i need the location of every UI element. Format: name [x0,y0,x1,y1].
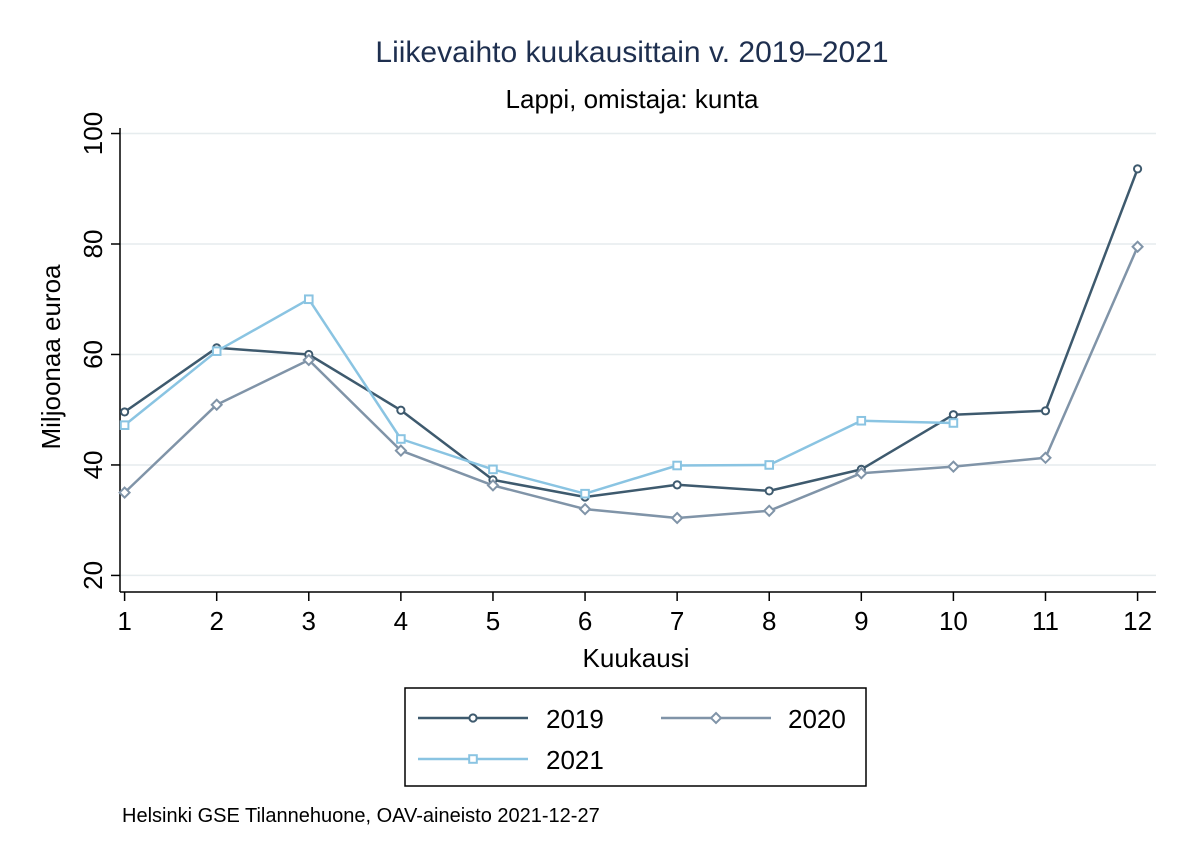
point-2019-8 [764,486,774,496]
point-2021-3 [303,294,314,305]
chart-title: Liikevaihto kuukausittain v. 2019–2021 [375,36,888,69]
point-2020-5 [486,478,500,492]
x-tick-label-10: 10 [939,606,968,636]
x-axis-label: Kuukausi [583,643,690,673]
point-2020-8 [762,504,776,518]
series-2020 [118,240,1144,525]
legend-item-2019: 2019 [418,704,604,734]
point-2019-10 [948,410,959,420]
x-tick-label-2: 2 [209,606,223,636]
series-line-2021 [123,297,954,495]
x-tick-label-12: 12 [1123,606,1152,636]
point-2021-7 [672,460,682,471]
series-2021 [119,294,959,499]
x-tick-label-1: 1 [117,606,131,636]
point-2020-11 [1039,451,1052,465]
point-2021-5 [488,464,498,475]
point-2021-9 [856,415,867,426]
series-line-2019 [123,168,1139,499]
y-tick-label-40: 40 [78,450,108,479]
y-tick-label-60: 60 [78,340,108,369]
point-2021-6 [580,488,590,499]
legend-marker-2019 [468,713,478,723]
y-tick-label-80: 80 [78,230,108,259]
point-2019-1 [120,407,130,417]
point-2021-1 [119,420,130,430]
y-tick-label-20: 20 [78,561,108,590]
point-2019-4 [396,405,406,415]
point-2021-8 [764,460,775,470]
legend-label-2019: 2019 [546,704,604,734]
source-note: Helsinki GSE Tilannehuone, OAV-aineisto … [122,805,600,827]
point-2020-12 [1131,240,1144,254]
point-2021-4 [396,434,406,444]
legend: 2019 2020 2021 [418,704,846,775]
legend-marker-2020 [709,711,723,725]
point-2020-6 [578,502,592,516]
y-axis-label: Miljoonaa euroa [36,264,66,450]
legend-item-2020: 2020 [661,704,846,734]
legend-label-2020: 2020 [788,704,846,734]
x-tick-label-9: 9 [854,606,868,636]
point-2020-9 [854,466,868,480]
point-2020-7 [670,511,684,525]
legend-label-2021: 2021 [546,745,604,775]
x-tick-label-11: 11 [1032,606,1059,636]
chart-subtitle: Lappi, omistaja: kunta [506,84,759,114]
point-2021-2 [211,346,222,356]
x-tick-label-7: 7 [670,606,684,636]
point-2019-12 [1132,164,1143,174]
point-2020-2 [210,398,224,412]
x-tick-label-8: 8 [762,606,776,636]
point-2020-10 [946,460,960,474]
series-line-2020 [123,246,1139,520]
legend-item-2021: 2021 [418,745,604,775]
legend-box [404,687,867,787]
point-2019-11 [1040,406,1051,416]
y-tick-label-100: 100 [78,112,108,155]
x-tick-label-5: 5 [486,606,500,636]
point-2020-3 [302,353,316,367]
x-tick-label-6: 6 [578,606,592,636]
point-2019-7 [672,480,682,490]
point-2020-1 [118,486,132,499]
x-tick-label-3: 3 [302,606,316,636]
point-2020-4 [394,444,408,458]
point-2021-10 [948,418,959,428]
series-lines [118,164,1144,525]
legend-marker-2021 [468,754,478,764]
x-tick-label-4: 4 [394,606,408,636]
